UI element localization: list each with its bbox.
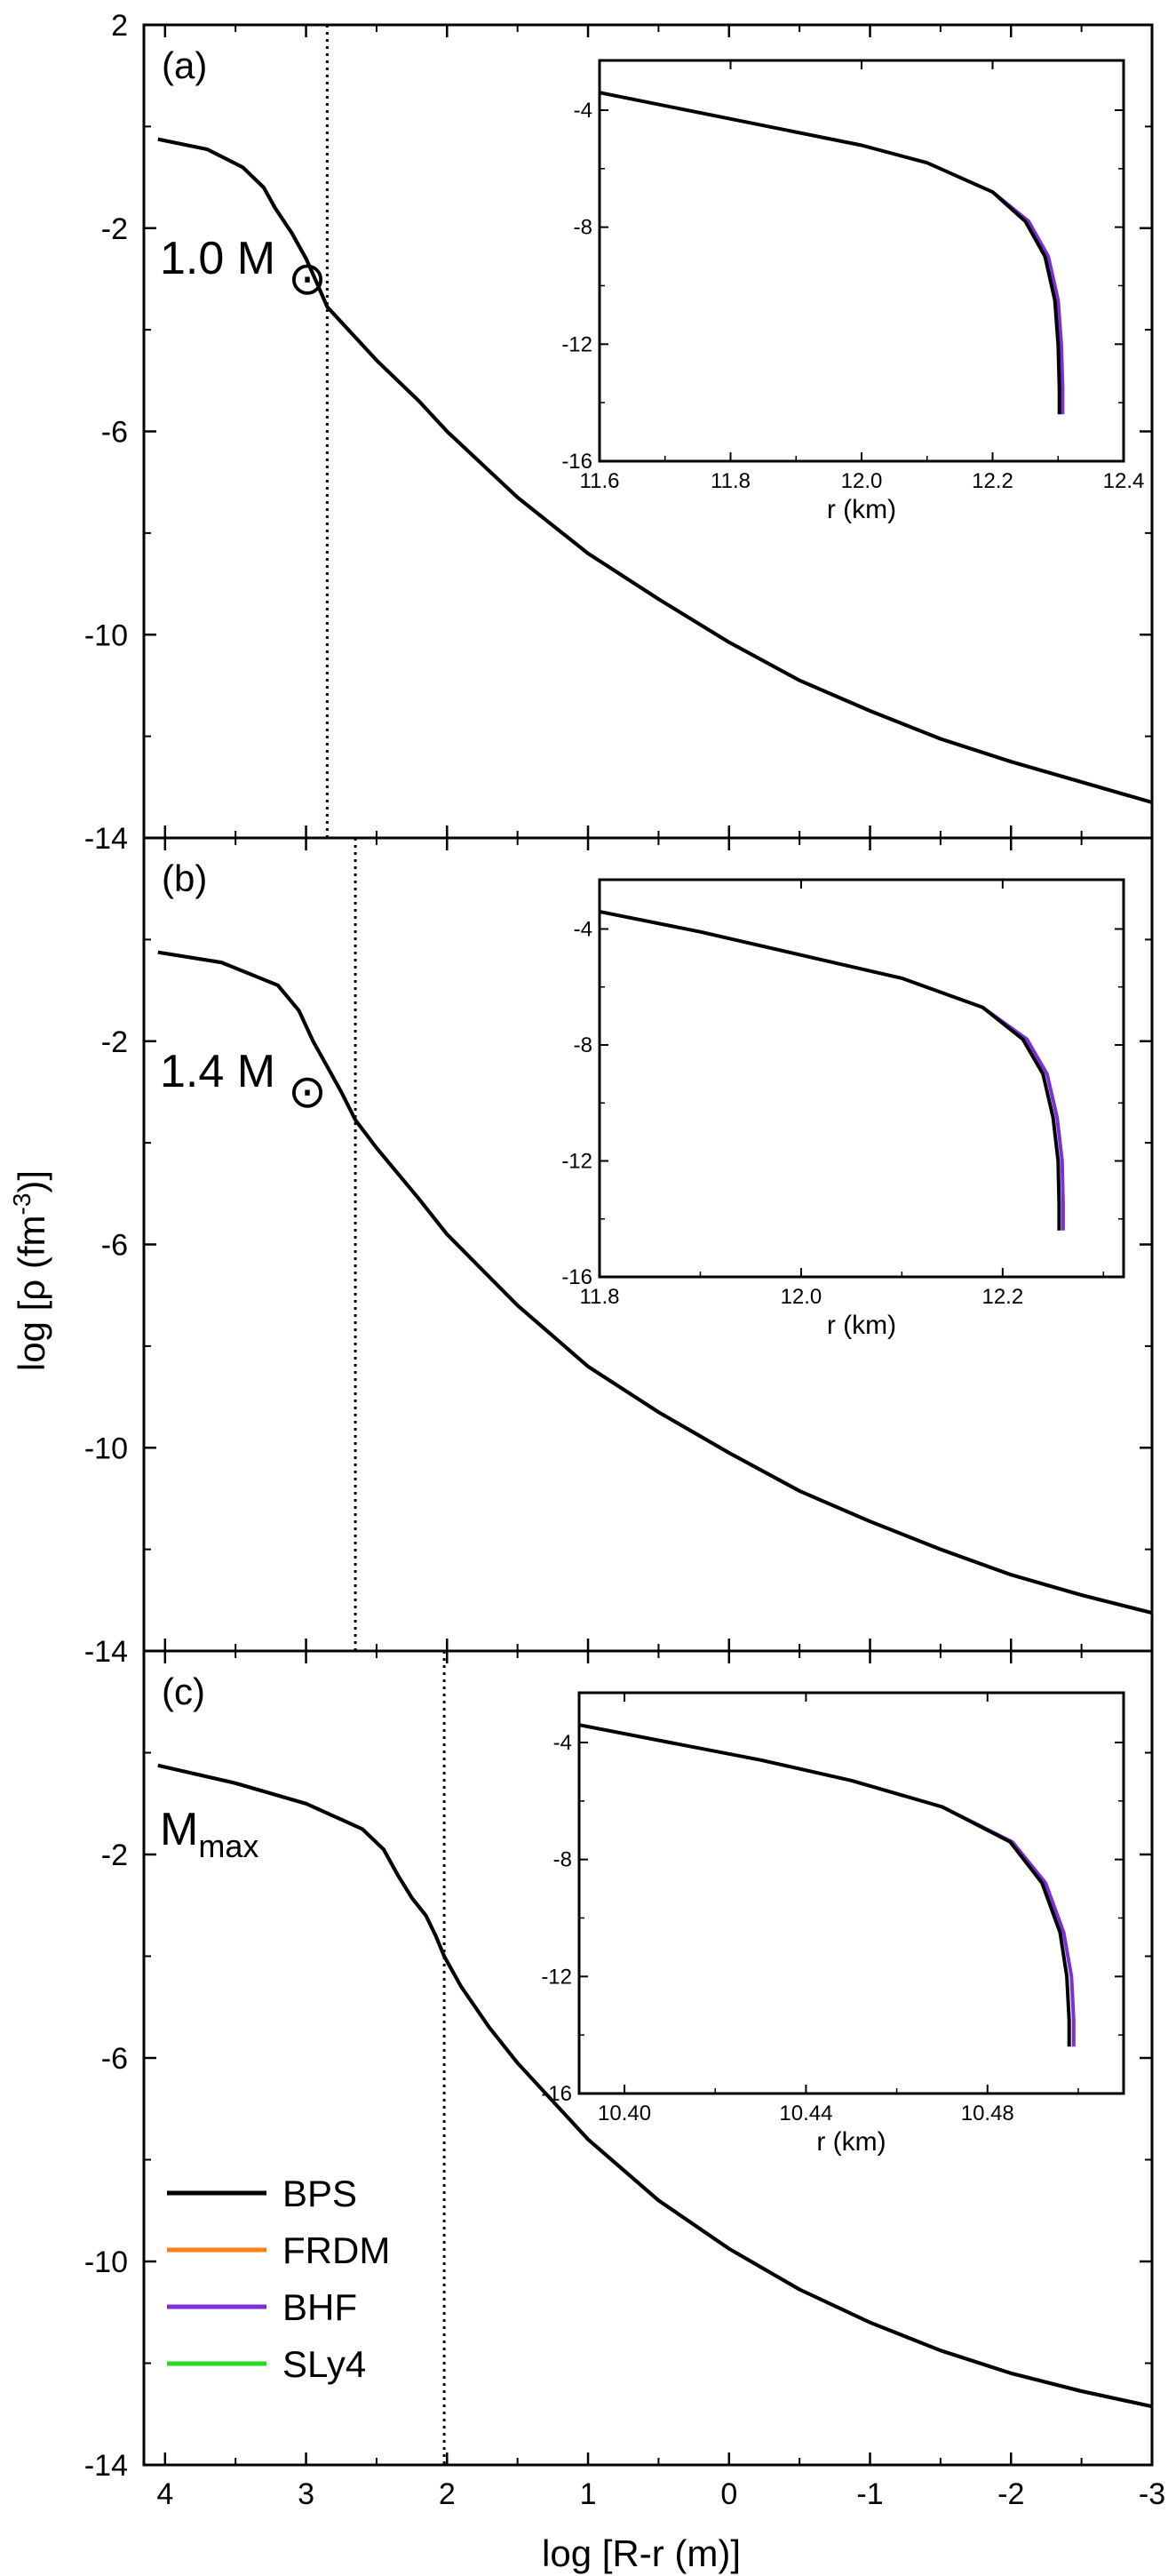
inset-y-tick-label: -16 bbox=[541, 2082, 572, 2106]
x-tick-label: 1 bbox=[580, 2477, 597, 2511]
inset-x-axis-title: r (km) bbox=[827, 1311, 896, 1340]
inset-curve-bps bbox=[599, 909, 1061, 1231]
inset-y-tick-label: -4 bbox=[574, 917, 592, 941]
sun-symbol: ⊙ bbox=[288, 1066, 327, 1118]
legend-label-bps: BPS bbox=[282, 2173, 357, 2214]
inset-curve-bps bbox=[599, 91, 1061, 415]
inset-x-tick-label: 11.8 bbox=[580, 1285, 620, 1309]
mass-label: 1.0 M bbox=[160, 233, 275, 284]
y-tick-label: 2 bbox=[111, 9, 128, 43]
legend-label-sly4: SLy4 bbox=[282, 2343, 366, 2385]
x-tick-label: 2 bbox=[439, 2477, 456, 2511]
panel-label: (b) bbox=[162, 857, 207, 899]
panel-label: (c) bbox=[162, 1671, 205, 1712]
inset-frame bbox=[598, 878, 1125, 1279]
inset-y-tick-label: -12 bbox=[541, 1965, 572, 1989]
sun-symbol: ⊙ bbox=[288, 253, 327, 305]
x-tick-label: 0 bbox=[720, 2477, 737, 2511]
inset-y-tick-label: -4 bbox=[553, 1731, 572, 1755]
legend-label-bhf: BHF bbox=[282, 2286, 357, 2328]
inset-y-tick-label: -4 bbox=[574, 99, 592, 123]
inset-x-tick-label: 10.40 bbox=[598, 2101, 651, 2125]
inset-x-tick-label: 11.6 bbox=[580, 469, 620, 493]
legend: BPS FRDM BHF SLy4 bbox=[167, 2173, 390, 2385]
inset-x-tick-label: 10.48 bbox=[961, 2101, 1014, 2125]
inset-x-tick-label: 12.4 bbox=[1103, 469, 1145, 493]
x-tick-label: -2 bbox=[997, 2477, 1024, 2511]
y-axis-title-superscript: -3 bbox=[8, 1193, 36, 1216]
mass-label-main: M bbox=[160, 1804, 198, 1855]
y-tick-label: -6 bbox=[101, 2042, 128, 2076]
inset-y-tick-label: -8 bbox=[553, 1848, 572, 1872]
inset-x-tick-label: 11.8 bbox=[711, 469, 751, 493]
y-tick-label: -10 bbox=[84, 618, 128, 652]
inset-x-axis-title: r (km) bbox=[827, 495, 896, 524]
mass-label: 1.4 M bbox=[160, 1046, 275, 1097]
y-tick-label: -14 bbox=[84, 2449, 128, 2483]
inset-y-tick-label: -12 bbox=[561, 1149, 592, 1173]
inset-y-tick-label: -16 bbox=[561, 1265, 592, 1289]
inset-x-axis-title: r (km) bbox=[816, 2127, 886, 2157]
panel-c: -2 -6 -10 -14 4 3 2 1 0 -1 -2 -3 (c) Mmax -4 -8 -12 -16 10… bbox=[84, 1649, 1165, 2511]
inset-x-tick-label: 12.0 bbox=[841, 469, 883, 493]
inset-curve-bhf bbox=[981, 1005, 1065, 1231]
inset-x-tick-label: 12.0 bbox=[781, 1285, 822, 1309]
x-tick-label: -1 bbox=[856, 2477, 883, 2511]
legend-label-frdm: FRDM bbox=[282, 2229, 390, 2271]
curve-bps bbox=[157, 137, 1153, 804]
y-tick-label: -14 bbox=[84, 1635, 128, 1669]
inset-curve-bhf bbox=[991, 190, 1065, 415]
inset-frame bbox=[577, 1691, 1125, 2095]
inset-y-tick-label: -16 bbox=[561, 450, 592, 474]
y-axis-title: log [ρ (fm-3)] bbox=[8, 1170, 52, 1371]
x-tick-label: -3 bbox=[1139, 2477, 1165, 2511]
y-tick-label: -10 bbox=[84, 2245, 128, 2279]
curve-bps bbox=[157, 1763, 1153, 2409]
inset-c: -4 -8 -12 -16 10.40 10.44 10.48 r (km) bbox=[541, 1691, 1125, 2157]
y-tick-label: -6 bbox=[101, 1229, 128, 1263]
x-tick-label: 4 bbox=[156, 2477, 173, 2511]
x-tick-label: 3 bbox=[298, 2477, 314, 2511]
inset-x-tick-label: 12.2 bbox=[981, 1285, 1023, 1309]
y-tick-label: -2 bbox=[101, 212, 128, 246]
inset-x-tick-label: 10.44 bbox=[779, 2101, 832, 2125]
y-tick-label: -6 bbox=[101, 416, 128, 450]
y-tick-label: -2 bbox=[101, 1025, 128, 1059]
y-tick-label: -2 bbox=[101, 1838, 128, 1872]
mass-label-subscript: max bbox=[198, 1828, 258, 1864]
inset-y-tick-label: -12 bbox=[561, 332, 592, 356]
y-tick-label: -14 bbox=[84, 822, 128, 856]
mass-label: Mmax bbox=[160, 1804, 258, 1864]
curve-bps bbox=[157, 950, 1153, 1615]
inset-curve-bps bbox=[578, 1723, 1071, 2047]
y-tick-label: -10 bbox=[84, 1432, 128, 1465]
inset-y-tick-label: -8 bbox=[574, 216, 592, 240]
inset-frame bbox=[598, 59, 1125, 463]
inset-x-tick-label: 12.2 bbox=[972, 469, 1013, 493]
panel-label: (a) bbox=[162, 44, 207, 86]
inset-y-tick-label: -8 bbox=[574, 1033, 592, 1057]
x-axis-title: log [R-r (m)] bbox=[542, 2532, 741, 2574]
